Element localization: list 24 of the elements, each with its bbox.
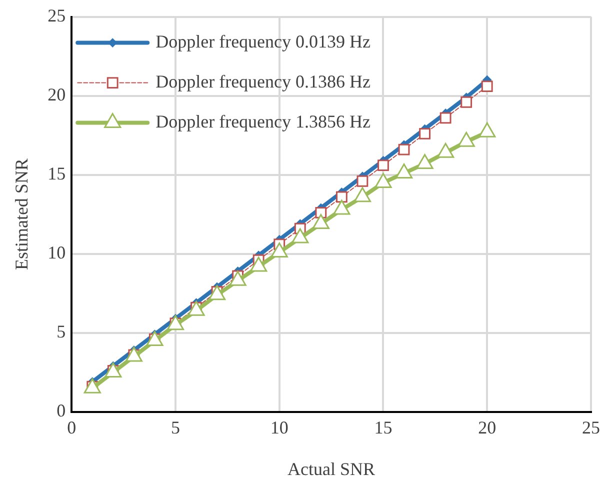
y-tick-label: 0 [56, 400, 66, 421]
point [460, 96, 472, 108]
legend-label: Doppler frequency 1.3856 Hz [156, 112, 371, 132]
x-axis-title: Actual SNR [288, 458, 376, 479]
x-tick-label: 5 [170, 417, 180, 438]
legend-label: Doppler frequency 0.1386 Hz [156, 72, 371, 92]
point [440, 112, 452, 124]
point [378, 160, 389, 172]
point [336, 191, 348, 203]
point [356, 175, 368, 187]
x-tick-label: 25 [582, 417, 600, 438]
y-tick-label: 20 [48, 84, 66, 105]
y-axis-title: Estimated SNR [12, 158, 32, 270]
x-tick-label: 20 [478, 417, 496, 438]
point [419, 128, 430, 140]
legend-label: Doppler frequency 0.0139 Hz [156, 32, 371, 52]
y-tick-label: 10 [48, 242, 66, 263]
y-tick-label: 15 [48, 164, 66, 184]
point [481, 80, 493, 92]
point [398, 144, 410, 156]
x-tick-label: 10 [270, 417, 288, 438]
y-tick-label: 5 [56, 322, 66, 342]
x-tick-label: 15 [374, 417, 392, 438]
y-tick-label: 25 [48, 6, 66, 26]
